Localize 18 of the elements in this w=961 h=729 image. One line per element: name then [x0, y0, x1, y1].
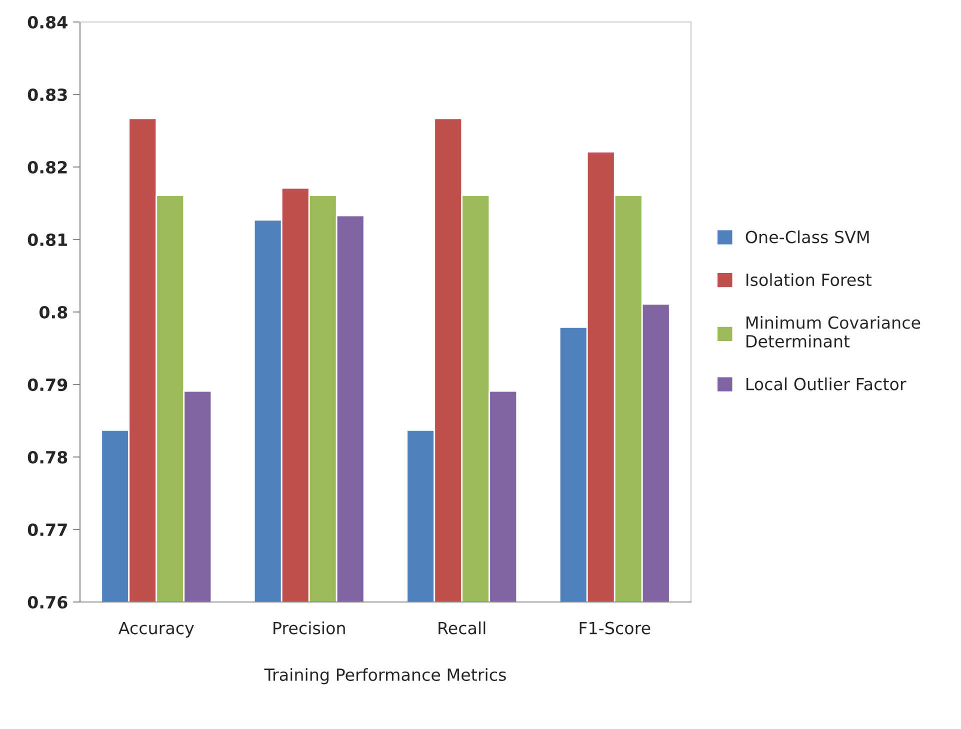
x-tick-label: F1-Score: [580, 622, 650, 634]
legend-label: Isolation Forest: [746, 273, 872, 286]
y-tick-label: 0.79: [28, 378, 68, 392]
y-tick-label: 0.8: [39, 306, 68, 319]
x-axis-title: Training Performance Metrics: [264, 668, 506, 684]
y-tick-label: 0.78: [28, 450, 68, 464]
y-tick-label: 0.83: [28, 88, 67, 102]
y-tick-label: 0.76: [28, 596, 68, 609]
y-tick-label: 0.77: [28, 523, 67, 536]
x-tick-label: Accuracy: [118, 622, 194, 638]
x-tick-label: Precision: [274, 621, 345, 634]
legend-label: One-Class SVM: [746, 230, 869, 244]
legend-label: Local Outlier Factor: [746, 377, 906, 390]
y-tick-label: 0.81: [28, 233, 68, 246]
y-tick-label: 0.82: [28, 160, 67, 174]
y-tick-label: 0.84: [28, 16, 68, 29]
x-tick-label: Recall: [438, 621, 486, 634]
legend-label: Minimum Covariance Determinant: [746, 316, 920, 348]
